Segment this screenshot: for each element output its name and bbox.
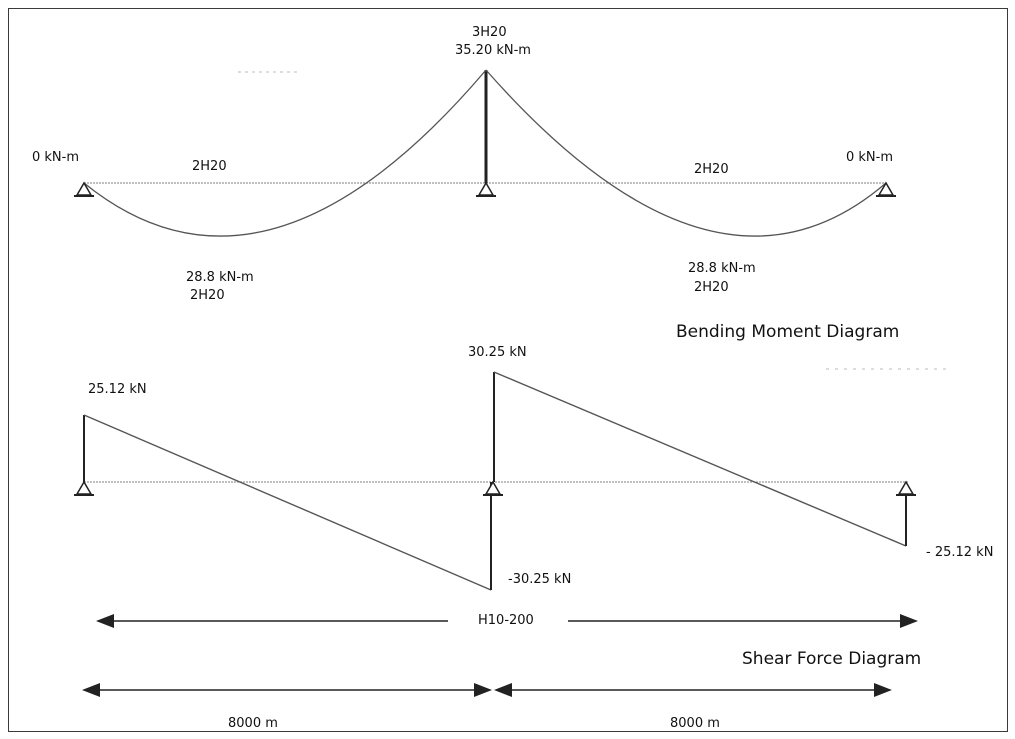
left-span-moment-label: 28.8 kN-m (186, 270, 254, 285)
left-support-moment-label: 0 kN-m (32, 150, 80, 165)
left-span-length-label: 8000 m (228, 716, 278, 731)
bmd-left-support-icon (74, 181, 94, 197)
bmd-middle-support-icon (476, 181, 496, 197)
bmd-right-span-curve (485, 69, 887, 237)
stirrups-label: H10-200 (478, 613, 534, 628)
right-span-dimension-arrow (494, 683, 892, 697)
diagram-frame (8, 8, 1008, 732)
sfd-middle-support-icon (483, 480, 503, 496)
left-support-shear-label: 25.12 kN (88, 382, 147, 397)
bmd-left-span-curve (83, 69, 487, 237)
middle-support-shear-left-label: -30.25 kN (508, 572, 572, 587)
right-span-length-label: 8000 m (670, 716, 720, 731)
sfd-left-support-icon (74, 480, 94, 496)
sfd-right-slope (493, 371, 907, 547)
middle-support-bars-label: 3H20 (472, 25, 507, 40)
sfd-left-slope (83, 414, 492, 591)
left-span-top-bars-label: 2H20 (192, 159, 227, 174)
right-support-moment-label: 0 kN-m (846, 150, 894, 165)
bending-moment-diagram-title: Bending Moment Diagram (676, 322, 900, 342)
left-span-dimension-arrow (82, 683, 492, 697)
middle-support-shear-right-label: 30.25 kN (468, 345, 527, 360)
sfd-right-support-icon (896, 480, 916, 496)
stirrup-arrow (96, 614, 918, 628)
right-span-top-bars-label: 2H20 (694, 162, 729, 177)
right-span-bottom-bars-label: 2H20 (694, 280, 729, 295)
shear-force-diagram-title: Shear Force Diagram (742, 649, 922, 669)
left-span-bottom-bars-label: 2H20 (190, 288, 225, 303)
right-support-shear-label: - 25.12 kN (926, 545, 994, 560)
bmd-right-support-icon (876, 181, 896, 197)
right-span-moment-label: 28.8 kN-m (688, 261, 756, 276)
middle-support-moment-label: 35.20 kN-m (455, 43, 531, 58)
